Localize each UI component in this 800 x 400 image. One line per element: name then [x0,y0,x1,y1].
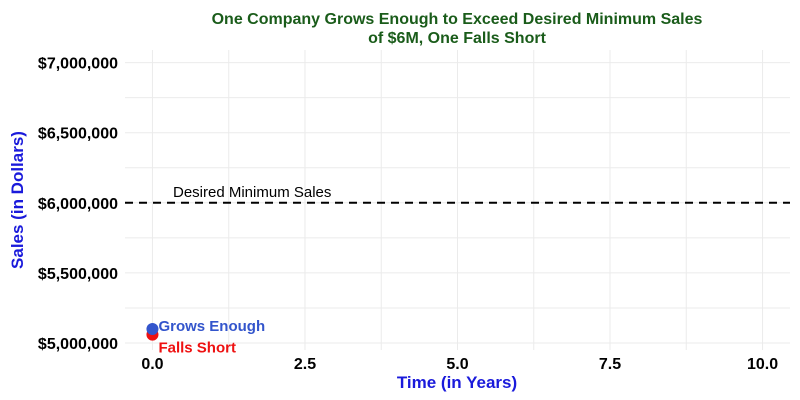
x-tick-label: 5.0 [446,356,468,373]
chart-title-line-1: One Company Grows Enough to Exceed Desir… [212,11,703,28]
y-tick-label: $6,500,000 [38,126,118,143]
x-axis-title: Time (in Years) [397,373,517,392]
series-label-falls-short: Falls Short [158,340,236,357]
chart-title-line-2: of $6M, One Falls Short [368,30,546,47]
data-points: Grows Enough Falls Short [146,318,265,357]
x-tick-label: 7.5 [599,356,621,373]
y-tick-labels: $5,000,000 $5,500,000 $6,000,000 $6,500,000… [38,56,118,353]
y-tick-label: $5,500,000 [38,266,118,283]
y-tick-label: $7,000,000 [38,56,118,73]
y-tick-label: $5,000,000 [38,336,118,353]
y-axis-title: Sales (in Dollars) [8,131,27,269]
x-tick-labels: 0.0 2.5 5.0 7.5 10.0 [141,356,778,373]
series-label-grows-enough: Grows Enough [158,318,265,335]
x-tick-label: 10.0 [747,356,778,373]
y-tick-label: $6,000,000 [38,196,118,213]
reference-line-label: Desired Minimum Sales [173,184,331,201]
x-tick-label: 0.0 [141,356,163,373]
x-tick-label: 2.5 [294,356,316,373]
data-point-grows-enough [146,323,158,335]
